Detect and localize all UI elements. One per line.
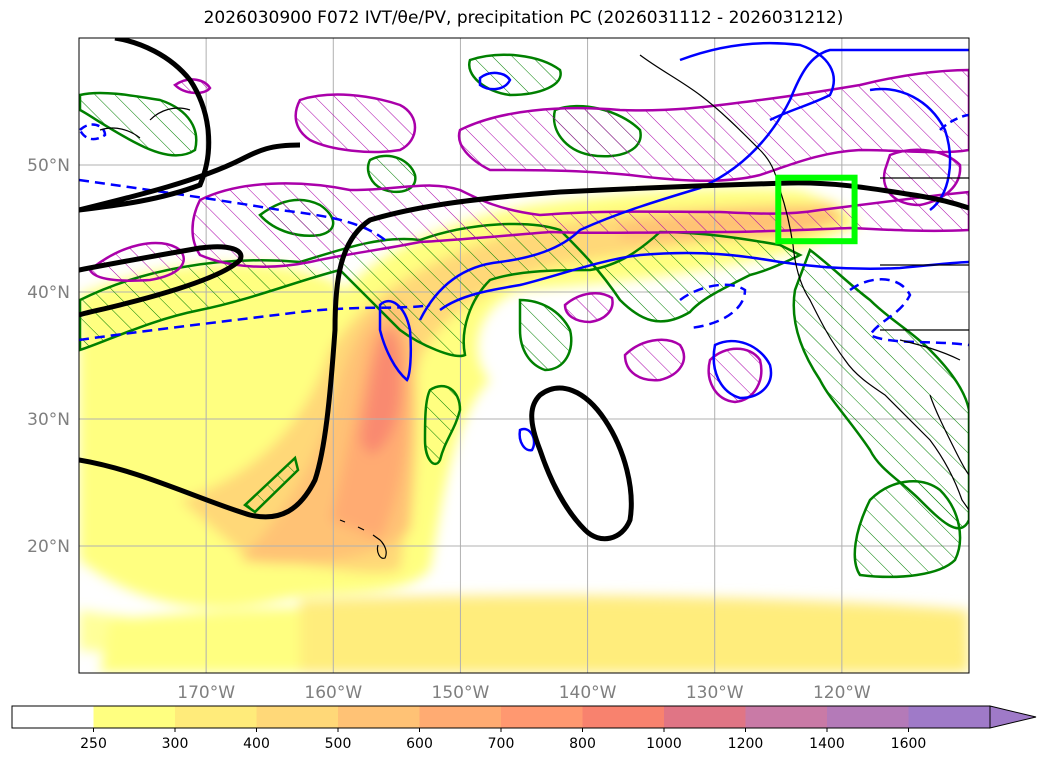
colorbar-swatch-1 <box>93 706 176 728</box>
latitude-labels: 20°N 30°N 40°N 50°N <box>27 156 70 557</box>
lat-label-3: 50°N <box>27 156 70 176</box>
lat-label-0: 20°N <box>27 537 70 557</box>
lon-label-5: 120°W <box>813 683 871 703</box>
highlight-box <box>775 174 858 245</box>
lon-label-4: 130°W <box>686 683 744 703</box>
precip-negative-contours <box>88 68 969 404</box>
colorbar-swatch-4 <box>338 706 420 728</box>
lon-label-0: 170°W <box>177 683 235 703</box>
pv-contours <box>79 41 969 452</box>
colorbar-label-10: 1600 <box>891 736 927 752</box>
lon-label-3: 140°W <box>559 683 617 703</box>
theta-e-contours <box>79 38 969 542</box>
colorbar-swatch-6 <box>501 706 583 728</box>
colorbar-label-4: 600 <box>406 736 433 752</box>
lon-label-2: 150°W <box>432 683 490 703</box>
map-plot-area <box>79 38 969 673</box>
colorbar-label-6: 800 <box>569 736 596 752</box>
colorbar-swatch-9 <box>745 706 828 728</box>
colorbar-swatch-7 <box>582 706 665 728</box>
colorbar-label-3: 500 <box>325 736 352 752</box>
colorbar-extend-arrow <box>989 705 1037 729</box>
colorbar-label-9: 1400 <box>809 736 845 752</box>
lon-label-1: 160°W <box>304 683 362 703</box>
colorbar-swatch-11 <box>908 706 991 728</box>
colorbar-swatch-5 <box>419 706 502 728</box>
colorbar-swatch-0 <box>12 706 94 728</box>
lat-label-2: 40°N <box>27 283 70 303</box>
longitude-labels: 170°W 160°W 150°W 140°W 130°W 120°W <box>177 683 871 703</box>
lat-label-1: 30°N <box>27 410 70 430</box>
colorbar-label-0: 250 <box>80 736 107 752</box>
colorbar: 250 300 400 500 600 700 800 1000 1200 1400 1600 <box>11 705 1037 752</box>
colorbar-swatch-2 <box>175 706 257 728</box>
coastlines <box>99 54 969 559</box>
colorbar-label-5: 700 <box>488 736 515 752</box>
colorbar-label-8: 1200 <box>728 736 764 752</box>
colorbar-swatch-10 <box>827 706 909 728</box>
colorbar-label-2: 400 <box>243 736 270 752</box>
colorbar-swatch-8 <box>664 706 746 728</box>
colorbar-label-7: 1000 <box>646 736 682 752</box>
colorbar-swatch-3 <box>256 706 339 728</box>
map-frame <box>78 37 970 674</box>
colorbar-label-1: 300 <box>162 736 189 752</box>
map-title: 2026030900 F072 IVT/θe/PV, precipitation… <box>203 8 844 28</box>
